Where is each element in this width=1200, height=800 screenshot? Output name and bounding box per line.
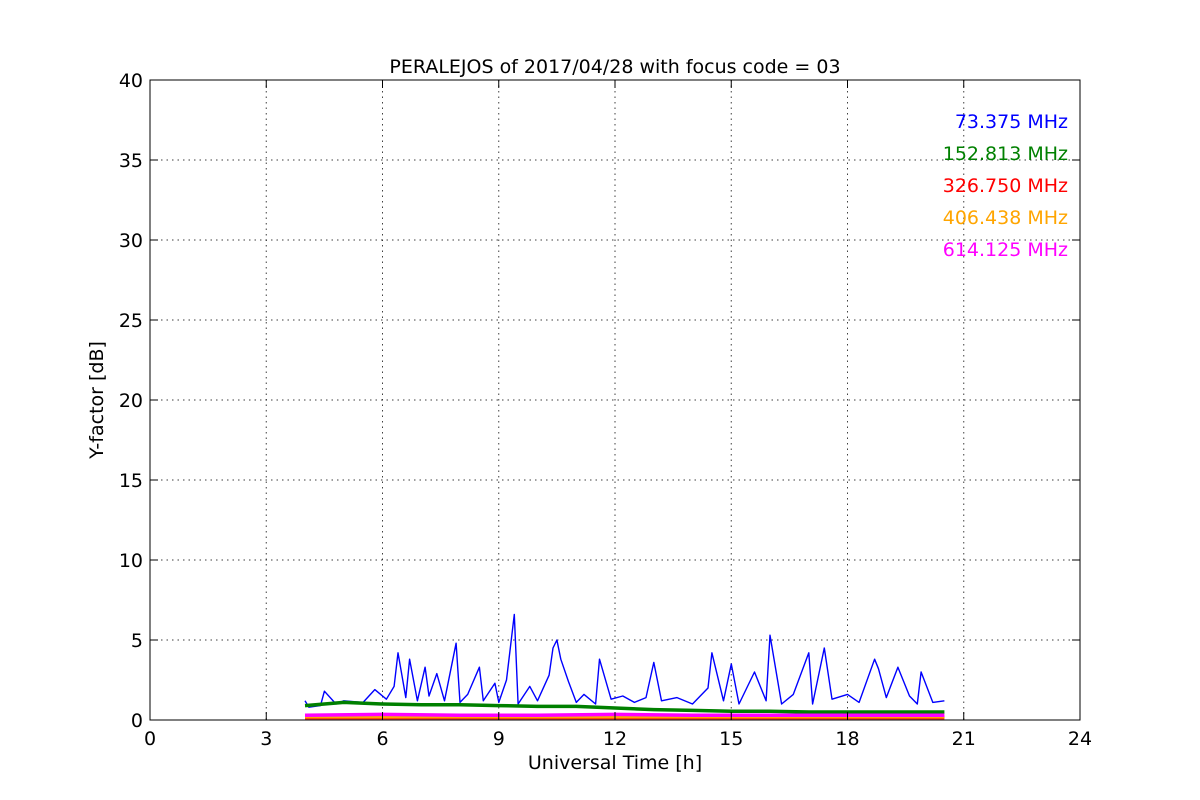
x-tick-label: 3 xyxy=(260,728,272,750)
legend-entry: 406.438 MHz xyxy=(943,207,1068,229)
y-tick-label: 15 xyxy=(119,470,143,492)
grid xyxy=(150,80,1080,720)
y-tick-label: 5 xyxy=(131,630,143,652)
x-axis-label: Universal Time [h] xyxy=(528,752,702,774)
legend-entry: 152.813 MHz xyxy=(943,143,1068,165)
x-tick-label: 24 xyxy=(1068,728,1092,750)
x-tick-label: 21 xyxy=(952,728,976,750)
y-tick-label: 0 xyxy=(131,710,143,732)
y-tick-label: 40 xyxy=(119,70,143,92)
x-tick-label: 0 xyxy=(144,728,156,750)
series-line-614-125-mhz xyxy=(304,712,945,717)
legend-entry: 326.750 MHz xyxy=(943,175,1068,197)
x-tick-label: 18 xyxy=(835,728,859,750)
chart-title: PERALEJOS of 2017/04/28 with focus code … xyxy=(389,56,840,78)
x-tick-label: 15 xyxy=(719,728,743,750)
x-tick-label: 12 xyxy=(603,728,627,750)
y-tick-label: 35 xyxy=(119,150,143,172)
legend: 73.375 MHz 152.813 MHz 326.750 MHz 406.438 … xyxy=(943,111,1068,261)
y-tick-label: 10 xyxy=(119,550,143,572)
legend-entry: 614.125 MHz xyxy=(943,239,1068,261)
y-axis-label: Y-factor [dB] xyxy=(86,341,108,460)
legend-entry: 73.375 MHz xyxy=(955,111,1068,133)
x-tick-label: 9 xyxy=(493,728,505,750)
y-tick-label: 20 xyxy=(119,390,143,412)
ticks: 0 3 6 9 12 15 18 21 24 0 5 10 15 20 25 30 35 40 xyxy=(119,70,1092,750)
x-tick-label: 6 xyxy=(376,728,388,750)
series-line-152-813-mhz xyxy=(304,700,945,714)
y-tick-label: 25 xyxy=(119,310,143,332)
series-line-73-375-mhz xyxy=(304,613,945,708)
y-tick-label: 30 xyxy=(119,230,143,252)
